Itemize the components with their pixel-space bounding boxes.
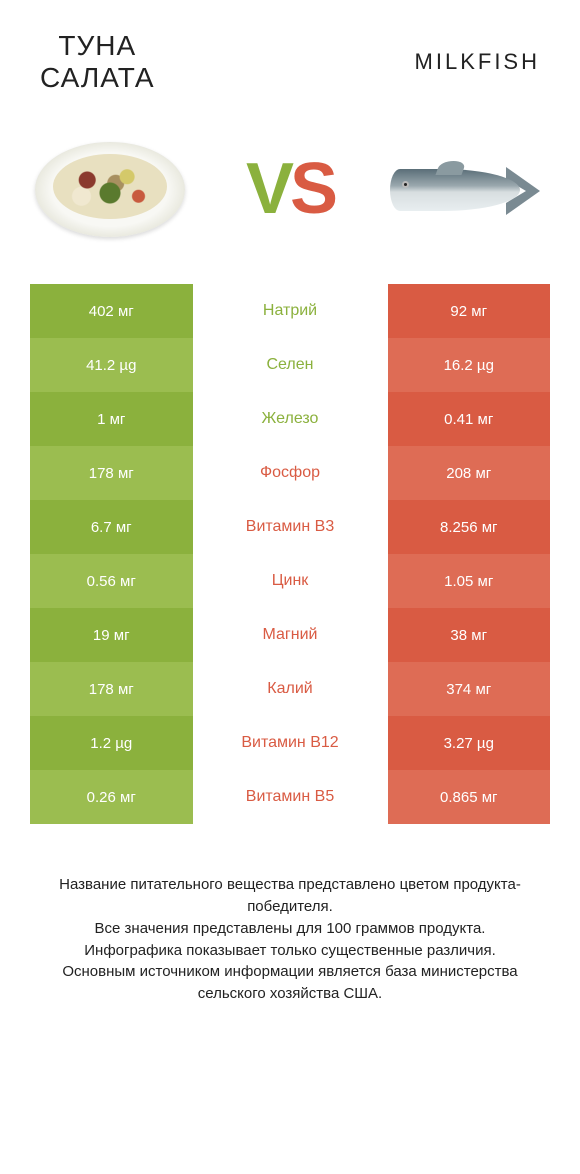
table-row: 0.26 мгВитамин B50.865 мг (30, 770, 550, 824)
table-row: 402 мгНатрий92 мг (30, 284, 550, 338)
tuna-salad-icon (35, 142, 185, 237)
vs-s: S (290, 153, 334, 225)
table-row: 6.7 мгВитамин B38.256 мг (30, 500, 550, 554)
footer-notes: Название питательного вещества представл… (0, 824, 580, 1005)
vs-v: V (246, 153, 290, 225)
footer-line: Название питательного вещества представл… (30, 874, 550, 918)
cell-nutrient-label: Железо (193, 392, 388, 446)
table-row: 1.2 µgВитамин B123.27 µg (30, 716, 550, 770)
cell-left-value: 19 мг (30, 608, 193, 662)
cell-nutrient-label: Витамин B3 (193, 500, 388, 554)
title-left-line2: салата (40, 62, 155, 93)
cell-nutrient-label: Калий (193, 662, 388, 716)
cell-nutrient-label: Фосфор (193, 446, 388, 500)
cell-nutrient-label: Витамин B5 (193, 770, 388, 824)
cell-left-value: 178 мг (30, 662, 193, 716)
footer-line: Инфографика показывает только существенн… (30, 940, 550, 962)
milkfish-icon (390, 159, 550, 219)
cell-left-value: 1 мг (30, 392, 193, 446)
footer-line: Все значения представлены для 100 граммо… (30, 918, 550, 940)
cell-left-value: 41.2 µg (30, 338, 193, 392)
cell-right-value: 3.27 µg (388, 716, 551, 770)
comparison-table: 402 мгНатрий92 мг41.2 µgСелен16.2 µg1 мг… (30, 284, 550, 824)
footer-line: Основным источником информации является … (30, 961, 550, 1005)
table-row: 178 мгКалий374 мг (30, 662, 550, 716)
cell-left-value: 0.26 мг (30, 770, 193, 824)
cell-left-value: 0.56 мг (30, 554, 193, 608)
cell-left-value: 402 мг (30, 284, 193, 338)
cell-nutrient-label: Витамин B12 (193, 716, 388, 770)
cell-left-value: 6.7 мг (30, 500, 193, 554)
cell-nutrient-label: Цинк (193, 554, 388, 608)
product-right-title: Milkfish (415, 49, 540, 75)
hero-row: VS (0, 104, 580, 284)
table-row: 1 мгЖелезо0.41 мг (30, 392, 550, 446)
table-row: 178 мгФосфор208 мг (30, 446, 550, 500)
cell-left-value: 1.2 µg (30, 716, 193, 770)
cell-right-value: 0.865 мг (388, 770, 551, 824)
cell-right-value: 16.2 µg (388, 338, 551, 392)
cell-right-value: 1.05 мг (388, 554, 551, 608)
product-left-title: Туна салата (40, 30, 155, 94)
table-row: 0.56 мгЦинк1.05 мг (30, 554, 550, 608)
cell-nutrient-label: Магний (193, 608, 388, 662)
product-left-image (30, 134, 190, 244)
cell-right-value: 8.256 мг (388, 500, 551, 554)
table-row: 41.2 µgСелен16.2 µg (30, 338, 550, 392)
cell-nutrient-label: Натрий (193, 284, 388, 338)
product-right-image (390, 134, 550, 244)
cell-right-value: 92 мг (388, 284, 551, 338)
cell-nutrient-label: Селен (193, 338, 388, 392)
cell-right-value: 374 мг (388, 662, 551, 716)
cell-right-value: 38 мг (388, 608, 551, 662)
table-row: 19 мгМагний38 мг (30, 608, 550, 662)
header: Туна салата Milkfish (0, 0, 580, 104)
cell-right-value: 0.41 мг (388, 392, 551, 446)
vs-label: VS (246, 153, 334, 225)
title-left-line1: Туна (58, 30, 136, 61)
cell-left-value: 178 мг (30, 446, 193, 500)
cell-right-value: 208 мг (388, 446, 551, 500)
